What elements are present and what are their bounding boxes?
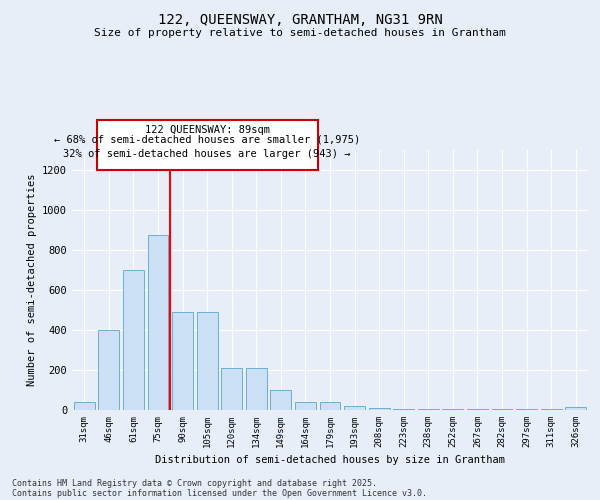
Bar <box>393 409 414 410</box>
Bar <box>172 312 193 410</box>
Bar <box>98 330 119 410</box>
Text: 122 QUEENSWAY: 89sqm: 122 QUEENSWAY: 89sqm <box>145 125 269 135</box>
X-axis label: Distribution of semi-detached houses by size in Grantham: Distribution of semi-detached houses by … <box>155 456 505 466</box>
Text: 32% of semi-detached houses are larger (943) →: 32% of semi-detached houses are larger (… <box>64 149 351 159</box>
FancyBboxPatch shape <box>97 120 318 170</box>
Bar <box>344 406 365 410</box>
Text: 122, QUEENSWAY, GRANTHAM, NG31 9RN: 122, QUEENSWAY, GRANTHAM, NG31 9RN <box>158 12 442 26</box>
Bar <box>221 368 242 410</box>
Text: Size of property relative to semi-detached houses in Grantham: Size of property relative to semi-detach… <box>94 28 506 38</box>
Bar <box>442 409 463 410</box>
Bar <box>295 402 316 410</box>
Bar <box>271 390 292 410</box>
Bar <box>418 409 439 410</box>
Bar <box>148 235 169 410</box>
Bar <box>320 402 340 410</box>
Text: Contains public sector information licensed under the Open Government Licence v3: Contains public sector information licen… <box>12 488 427 498</box>
Bar <box>74 402 95 410</box>
Text: Contains HM Land Registry data © Crown copyright and database right 2025.: Contains HM Land Registry data © Crown c… <box>12 478 377 488</box>
Bar <box>123 270 144 410</box>
Bar <box>197 312 218 410</box>
Bar <box>246 368 267 410</box>
Bar <box>368 408 389 410</box>
Y-axis label: Number of semi-detached properties: Number of semi-detached properties <box>26 174 37 386</box>
Text: ← 68% of semi-detached houses are smaller (1,975): ← 68% of semi-detached houses are smalle… <box>54 135 360 145</box>
Bar <box>565 407 586 410</box>
